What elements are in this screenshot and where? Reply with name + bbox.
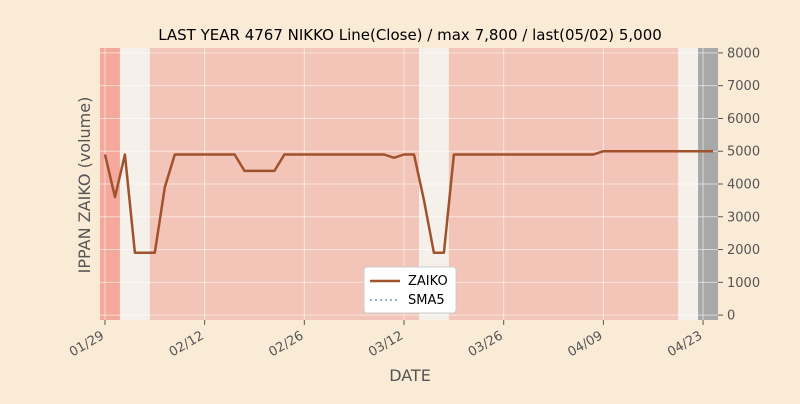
y-axis-label: IPPAN ZAIKO (volume) (75, 97, 94, 274)
x-tick-label: 02/26 (266, 328, 306, 360)
y-tick-label: 0 (727, 309, 735, 324)
series-zaiko-line (103, 149, 713, 255)
chart-title: LAST YEAR 4767 NIKKO Line(Close) / max 7… (158, 26, 662, 44)
y-tick-label: 5000 (727, 145, 760, 160)
y-tick-label: 4000 (727, 178, 760, 193)
legend-box (363, 266, 457, 314)
x-axis-label: DATE (389, 366, 431, 385)
x-tick-label: 02/12 (167, 328, 207, 360)
legend-sma5-label: SMA5 (408, 293, 445, 308)
x-tick-label: 04/23 (665, 328, 705, 360)
y-tick-label: 8000 (727, 46, 760, 61)
legend-zaiko-label: ZAIKO (408, 274, 448, 289)
y-tick-label: 3000 (727, 210, 760, 225)
y-tick-label: 7000 (727, 79, 760, 94)
legend: ZAIKO SMA5 (363, 266, 457, 314)
y-tick-label: 6000 (727, 112, 760, 127)
x-tick-label: 01/29 (67, 328, 107, 360)
y-tick-label: 2000 (727, 243, 760, 258)
series-layer (103, 149, 713, 255)
x-tick-label: 03/26 (466, 328, 506, 360)
x-tick-label: 04/09 (565, 328, 605, 360)
x-tick-label: 03/12 (366, 328, 406, 360)
y-tick-label: 1000 (727, 276, 760, 291)
